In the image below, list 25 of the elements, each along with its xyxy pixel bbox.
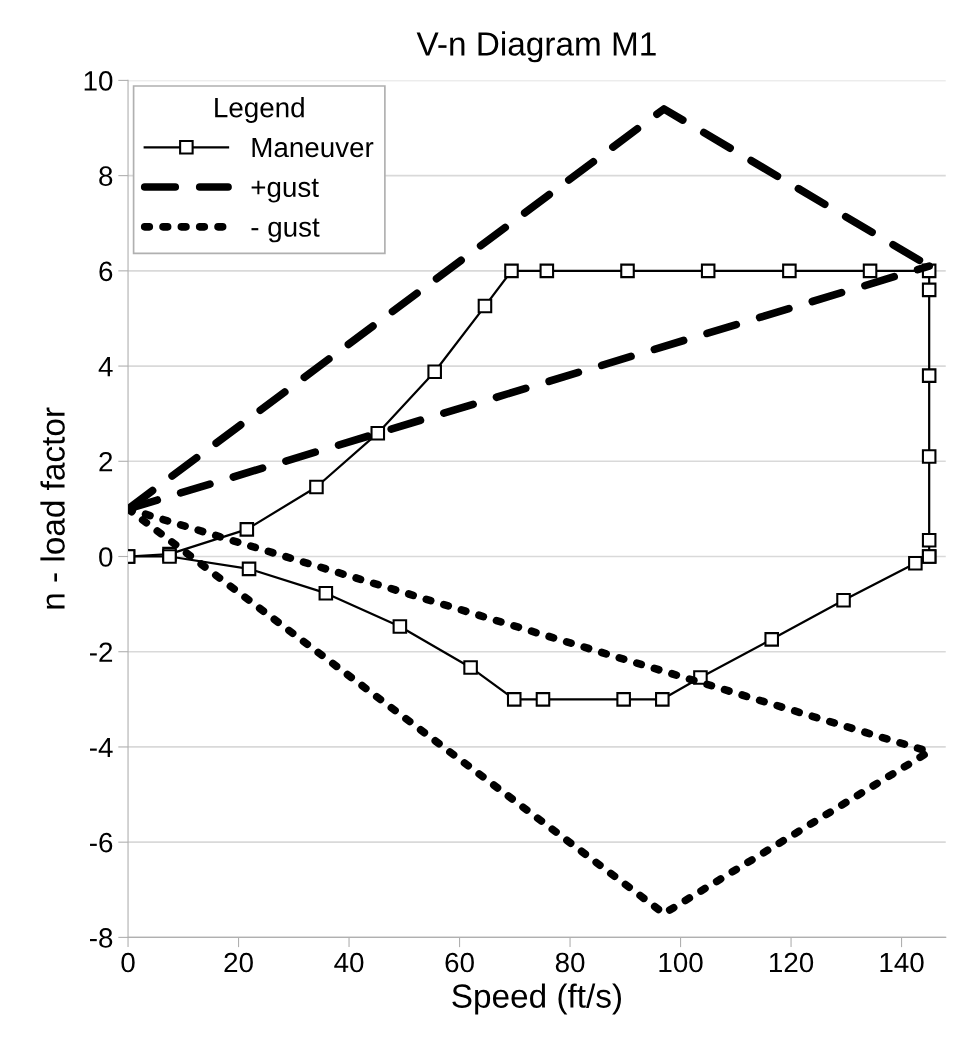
x-tick-label: 120 [770,952,814,973]
x-tick-label: 100 [659,952,703,973]
x-tick-label: 0 [121,952,135,973]
y-tick-label: 8 [99,166,113,186]
y-tick-label: 0 [99,547,113,567]
y-tick-label: 6 [99,261,113,282]
y-tick-label: 10 [84,71,113,91]
x-tick-label: 140 [880,952,924,973]
x-tick-label: 80 [555,952,585,973]
y-tick-label: -2 [89,642,113,662]
y-tick-label: -8 [89,928,113,948]
legend-label: +gust [251,178,319,203]
x-tick-label: 40 [334,952,364,973]
x-tick-label: 60 [445,952,474,973]
legend-label: Maneuver [252,137,374,158]
y-tick-label: -6 [89,832,113,853]
legend-title: Legend [215,97,304,123]
y-tick-label: -4 [89,737,113,758]
x-axis-title: Speed (ft/s) [452,983,621,1015]
x-tick-label: 20 [224,952,253,973]
y-tick-label: 4 [98,357,113,377]
chart-title: V-n Diagram M1 [416,31,656,63]
y-tick-label: 2 [99,451,113,472]
y-axis-title: n - load factor [40,407,65,609]
legend-label: - gust [251,218,320,243]
